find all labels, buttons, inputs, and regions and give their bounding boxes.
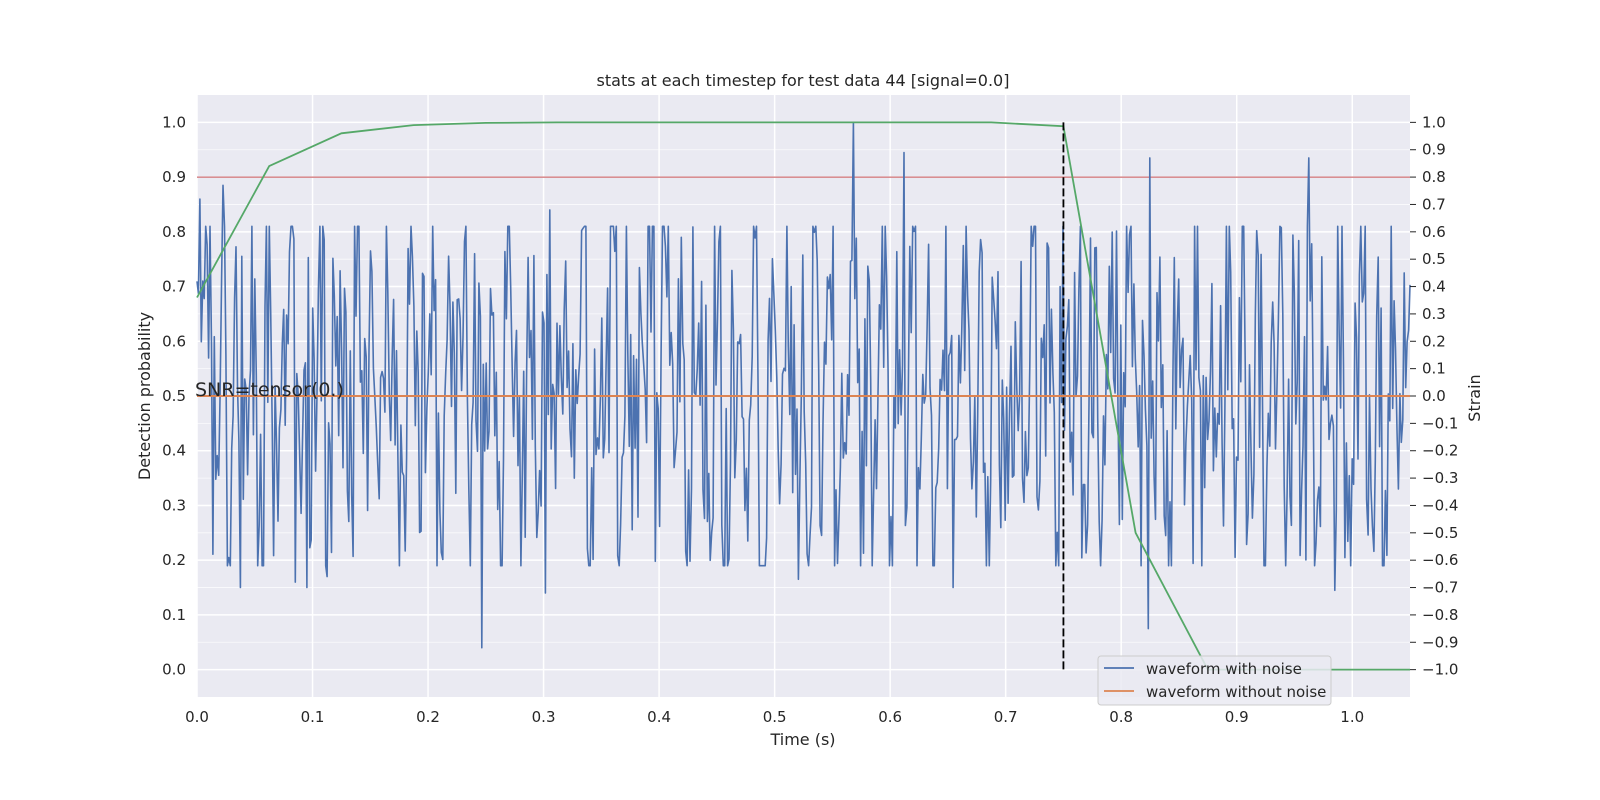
y-left-tick-label: 0.0 bbox=[162, 661, 186, 679]
x-tick-label: 0.2 bbox=[416, 708, 440, 726]
chart-title: stats at each timestep for test data 44 … bbox=[597, 71, 1010, 90]
y-axis-left-label: Detection probability bbox=[135, 312, 154, 480]
y-axis-right-label: Strain bbox=[1465, 374, 1484, 421]
y-left-tick-label: 1.0 bbox=[162, 113, 186, 131]
y-left-tick-label: 0.1 bbox=[162, 606, 186, 624]
y-left-tick-label: 0.6 bbox=[162, 332, 186, 350]
y-right-tick-label: −0.3 bbox=[1422, 469, 1458, 487]
x-tick-label: 0.1 bbox=[301, 708, 325, 726]
x-tick-label: 0.6 bbox=[878, 708, 902, 726]
y-right-tick-label: 0.7 bbox=[1422, 195, 1446, 213]
y-right-tick-label: 0.3 bbox=[1422, 305, 1446, 323]
x-tick-label: 0.4 bbox=[647, 708, 671, 726]
right-axis-ticks: 1.0 0.9 0.8 0.7 0.6 0.5 0.4 0.3 0.2 0.1 0.0 −0.1 −0.… bbox=[1410, 113, 1458, 679]
x-tick-label: 0.5 bbox=[763, 708, 787, 726]
series-line-waveform-with-noise bbox=[196, 121, 1411, 649]
y-right-tick-label: −0.4 bbox=[1422, 496, 1458, 514]
x-tick-label: 1.0 bbox=[1340, 708, 1364, 726]
legend-box bbox=[1097, 655, 1332, 706]
x-tick-label: 0.3 bbox=[532, 708, 556, 726]
y-right-tick-label: 0.2 bbox=[1422, 332, 1446, 350]
y-right-tick-label: −0.2 bbox=[1422, 442, 1458, 460]
y-right-tick-label: −0.7 bbox=[1422, 579, 1458, 597]
y-left-tick-label: 0.7 bbox=[162, 278, 186, 296]
x-tick-label: 0.0 bbox=[185, 708, 209, 726]
x-tick-label: 0.8 bbox=[1109, 708, 1133, 726]
y-right-tick-label: −0.5 bbox=[1422, 524, 1458, 542]
x-tick-label: 0.9 bbox=[1225, 708, 1249, 726]
y-right-tick-label: −0.6 bbox=[1422, 551, 1458, 569]
y-left-tick-label: 0.4 bbox=[162, 442, 186, 460]
y-left-tick-label: 0.2 bbox=[162, 551, 186, 569]
x-axis-label: Time (s) bbox=[769, 730, 835, 749]
y-left-tick-label: 0.3 bbox=[162, 496, 186, 514]
y-right-tick-label: 0.8 bbox=[1422, 168, 1446, 186]
y-right-tick-label: −0.9 bbox=[1422, 633, 1458, 651]
legend-label-clean: waveform without noise bbox=[1146, 683, 1326, 701]
y-right-tick-label: −0.1 bbox=[1422, 414, 1458, 432]
y-right-tick-label: 0.0 bbox=[1422, 387, 1446, 405]
y-left-tick-label: 0.5 bbox=[162, 387, 186, 405]
legend: waveform with noise waveform without noi… bbox=[1097, 655, 1332, 706]
y-right-tick-label: 0.9 bbox=[1422, 141, 1446, 159]
y-right-tick-label: 0.4 bbox=[1422, 278, 1446, 296]
legend-label-noise: waveform with noise bbox=[1146, 660, 1302, 678]
y-right-tick-label: 0.6 bbox=[1422, 223, 1446, 241]
y-right-tick-label: −1.0 bbox=[1422, 661, 1458, 679]
y-right-tick-label: 1.0 bbox=[1422, 113, 1446, 131]
y-left-tick-label: 0.9 bbox=[162, 168, 186, 186]
y-right-tick-label: 0.5 bbox=[1422, 250, 1446, 268]
y-right-tick-label: 0.1 bbox=[1422, 360, 1446, 378]
y-right-tick-label: −0.8 bbox=[1422, 606, 1458, 624]
snr-annotation: SNR=tensor(0.) bbox=[195, 379, 344, 401]
x-axis-ticks: 0.0 0.1 0.2 0.3 0.4 0.5 0.6 0.7 0.8 0.9 1.0 bbox=[185, 708, 1364, 726]
left-axis-ticks: 0.0 0.1 0.2 0.3 0.4 0.5 0.6 0.7 0.8 0.9 1.0 bbox=[162, 113, 186, 678]
y-left-tick-label: 0.8 bbox=[162, 223, 186, 241]
x-tick-label: 0.7 bbox=[994, 708, 1018, 726]
